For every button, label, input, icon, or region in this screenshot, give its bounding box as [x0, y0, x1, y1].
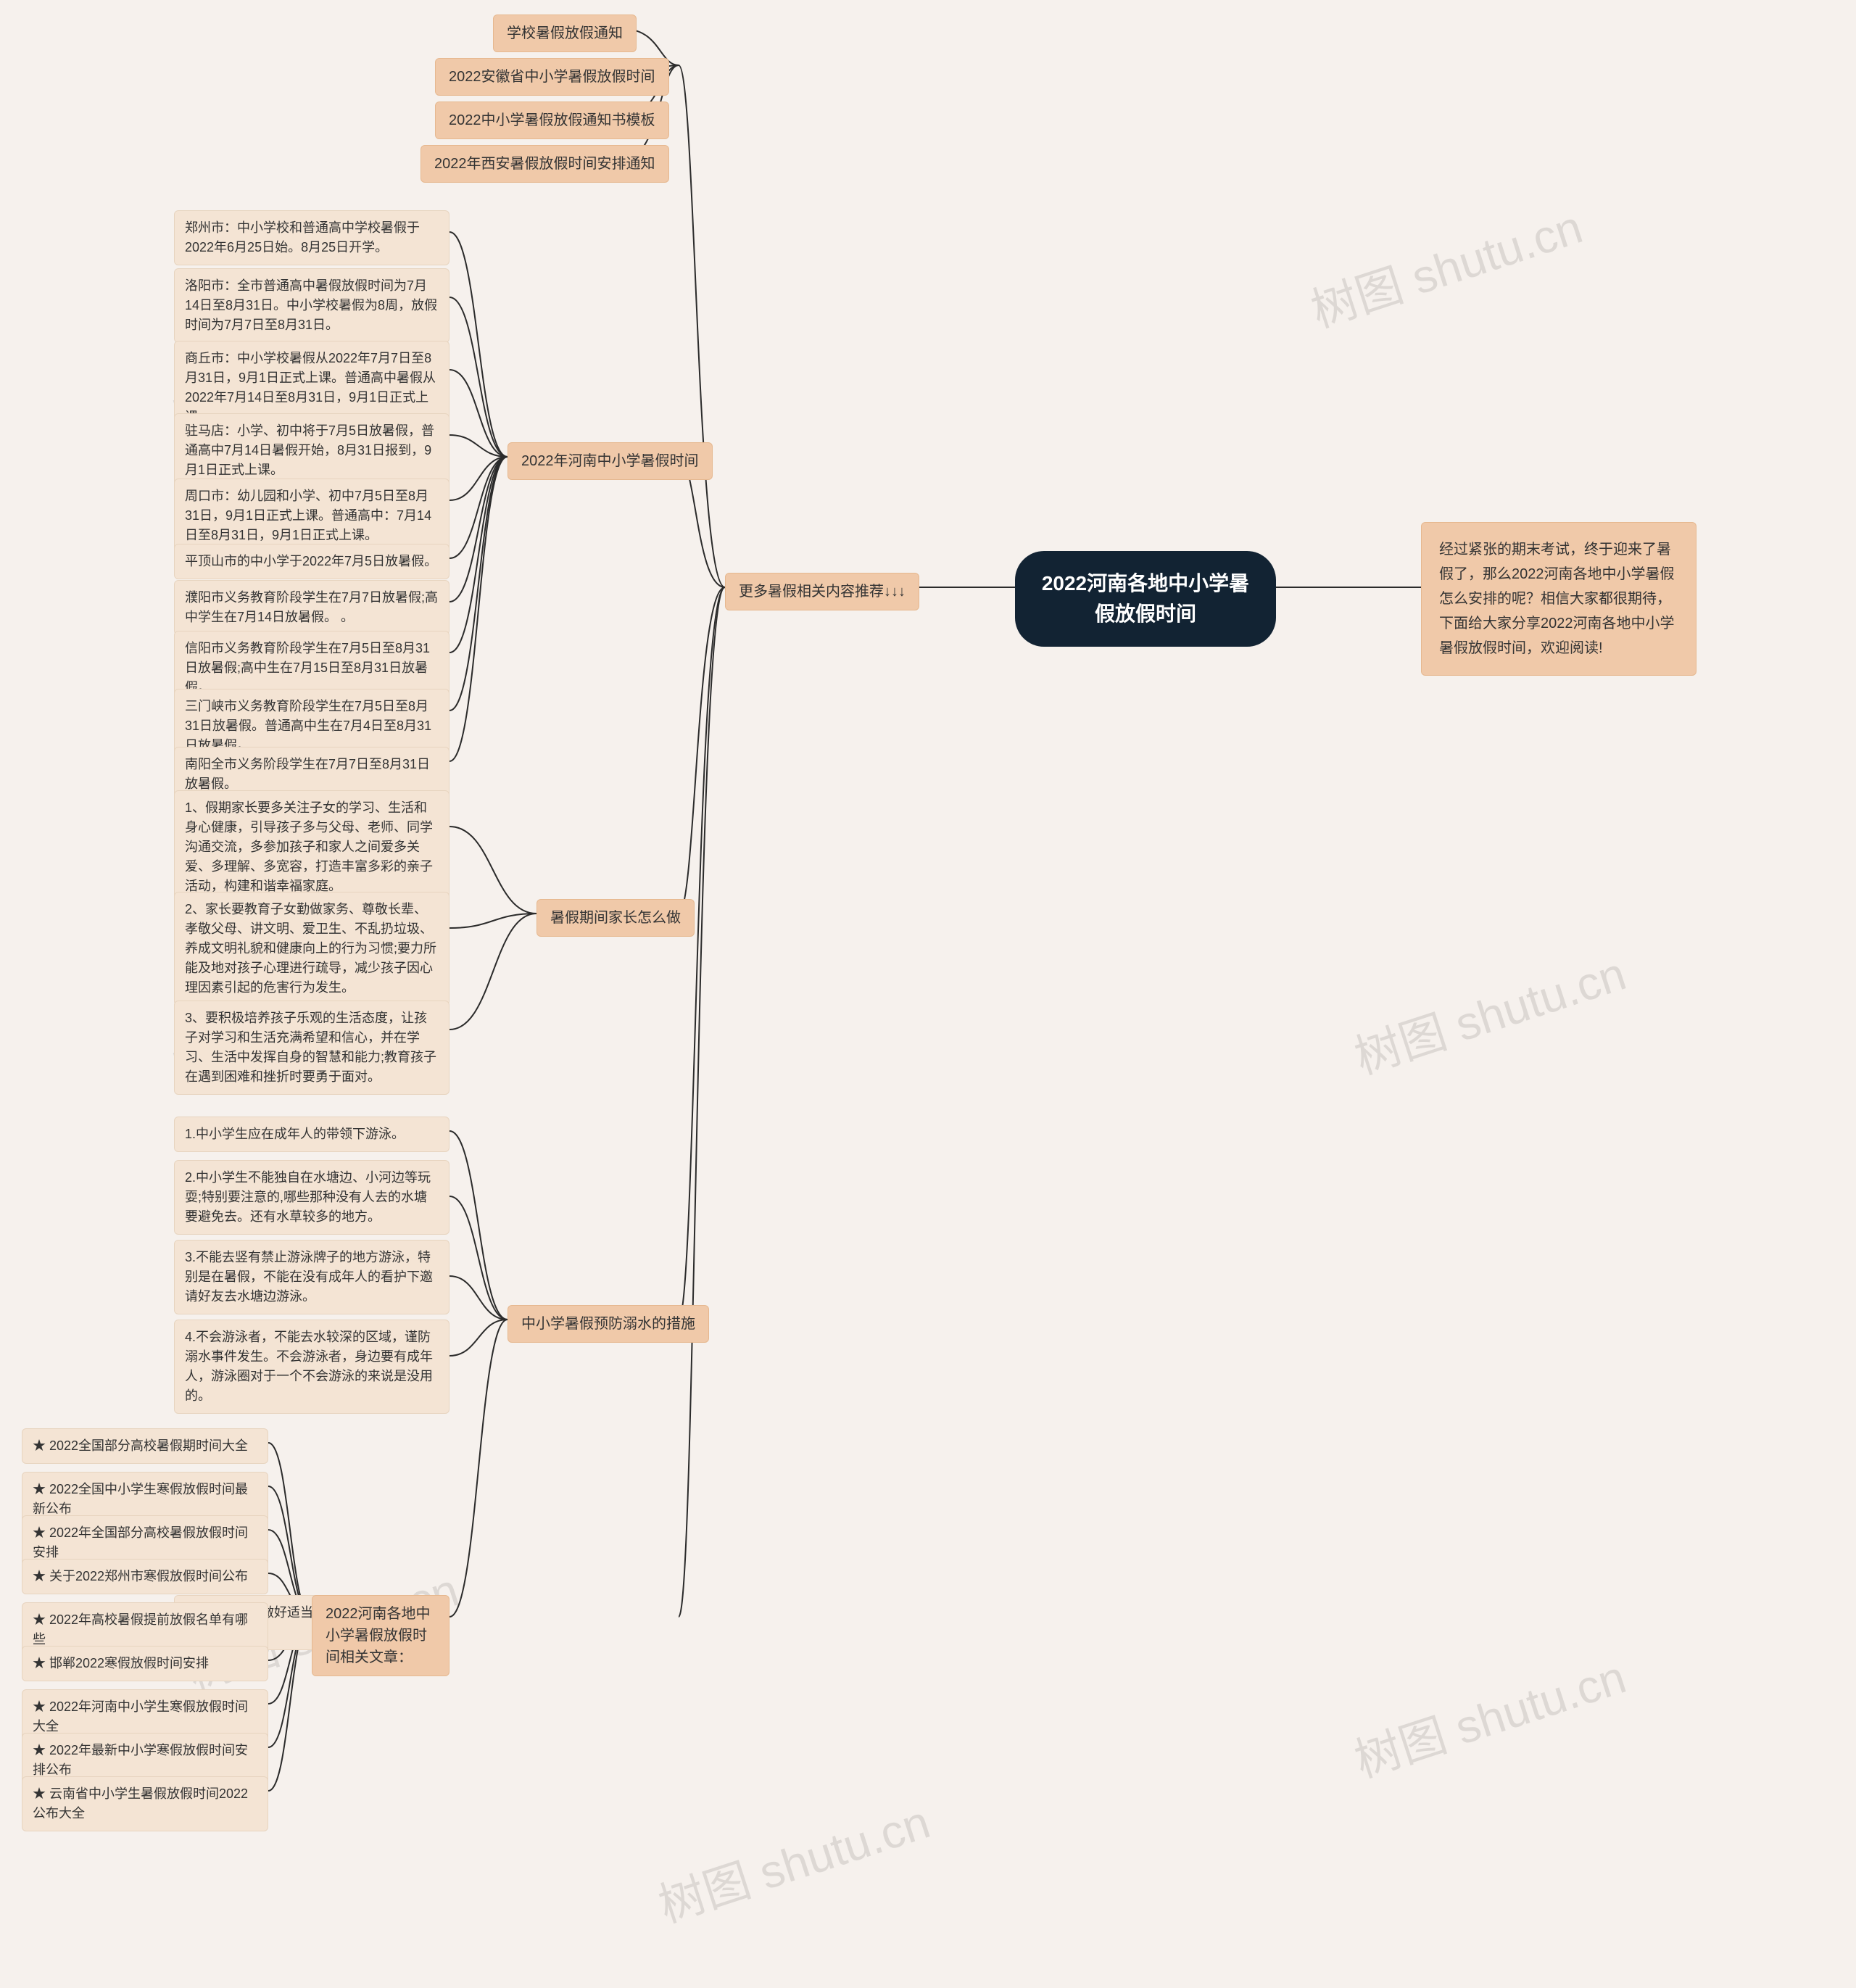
intro-node: 经过紧张的期末考试，终于迎来了暑假了，那么2022河南各地中小学暑假怎么安排的呢…: [1421, 522, 1696, 676]
leaf-related-5[interactable]: ★ 邯郸2022寒假放假时间安排: [22, 1646, 268, 1681]
leaf-schedule-4: 周口市：幼儿园和小学、初中7月5日至8月31日，9月1日正式上课。普通高中：7月…: [174, 479, 450, 553]
leaf-drown-2: 3.不能去竖有禁止游泳牌子的地方游泳，特别是在暑假，不能在没有成年人的看护下邀请…: [174, 1240, 450, 1314]
leaf-related-8[interactable]: ★ 云南省中小学生暑假放假时间2022公布大全: [22, 1776, 268, 1831]
leaf-parent-0: 1、假期家长要多关注子女的学习、生活和身心健康，引导孩子多与父母、老师、同学沟通…: [174, 790, 450, 904]
leaf-related-0[interactable]: ★ 2022全国部分高校暑假期时间大全: [22, 1428, 268, 1464]
root-node[interactable]: 2022河南各地中小学暑假放假时间: [1015, 551, 1276, 647]
leaf-more-0[interactable]: 学校暑假放假通知: [493, 15, 637, 52]
mindmap-canvas: 树图 shutu.cn 树图 shutu.cn 树图 shutu.cn 树图 s…: [0, 0, 1856, 1988]
sub-drown[interactable]: 中小学暑假预防溺水的措施: [508, 1305, 709, 1343]
leaf-related-3[interactable]: ★ 关于2022郑州市寒假放假时间公布: [22, 1559, 268, 1594]
watermark: 树图 shutu.cn: [649, 1785, 937, 1935]
leaf-more-3[interactable]: 2022年西安暑假放假时间安排通知: [420, 145, 669, 183]
sub-related[interactable]: 2022河南各地中小学暑假放假时间相关文章：: [312, 1595, 450, 1676]
leaf-drown-1: 2.中小学生不能独自在水塘边、小河边等玩耍;特别要注意的,哪些那种没有人去的水塘…: [174, 1160, 450, 1235]
watermark: 树图 shutu.cn: [1301, 190, 1589, 340]
sub-parent[interactable]: 暑假期间家长怎么做: [536, 899, 695, 937]
leaf-schedule-0: 郑州市：中小学校和普通高中学校暑假于2022年6月25日始。8月25日开学。: [174, 210, 450, 265]
leaf-schedule-1: 洛阳市：全市普通高中暑假放假时间为7月14日至8月31日。中小学校暑假为8周，放…: [174, 268, 450, 343]
sub-schedule[interactable]: 2022年河南中小学暑假时间: [508, 442, 713, 480]
leaf-drown-3: 4.不会游泳者，不能去水较深的区域，谨防溺水事件发生。不会游泳者，身边要有成年人…: [174, 1320, 450, 1414]
leaf-parent-1: 2、家长要教育子女勤做家务、尊敬长辈、孝敬父母、讲文明、爱卫生、不乱扔垃圾、养成…: [174, 892, 450, 1006]
leaf-schedule-3: 驻马店：小学、初中将于7月5日放暑假，普通高中7月14日暑假开始，8月31日报到…: [174, 413, 450, 488]
leaf-more-1[interactable]: 2022安徽省中小学暑假放假时间: [435, 58, 669, 96]
leaf-more-2[interactable]: 2022中小学暑假放假通知书模板: [435, 102, 669, 139]
leaf-schedule-6: 濮阳市义务教育阶段学生在7月7日放暑假;高中学生在7月14日放暑假。 。: [174, 580, 450, 635]
branch-more[interactable]: 更多暑假相关内容推荐↓↓↓: [725, 573, 919, 610]
leaf-drown-0: 1.中小学生应在成年人的带领下游泳。: [174, 1117, 450, 1152]
leaf-parent-2: 3、要积极培养孩子乐观的生活态度，让孩子对学习和生活充满希望和信心，并在学习、生…: [174, 1001, 450, 1095]
watermark: 树图 shutu.cn: [1345, 1640, 1633, 1790]
watermark: 树图 shutu.cn: [1345, 937, 1633, 1087]
leaf-schedule-5: 平顶山市的中小学于2022年7月5日放暑假。: [174, 544, 450, 579]
